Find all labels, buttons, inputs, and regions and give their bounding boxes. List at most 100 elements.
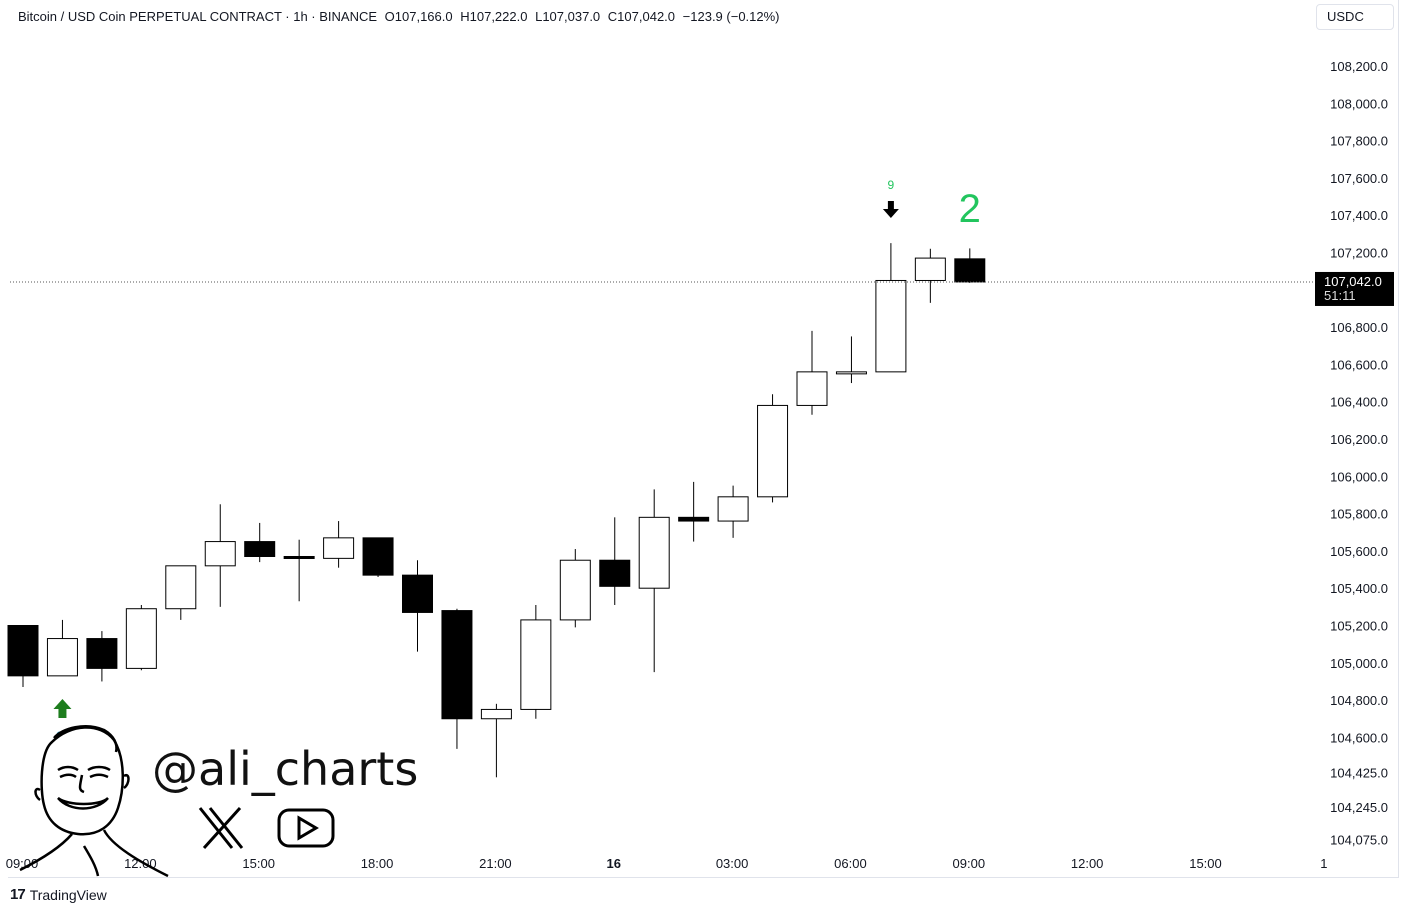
y-tick-label: 104,600.0	[1330, 730, 1388, 745]
candle-body	[362, 537, 394, 576]
x-tick-label: 09:00	[953, 856, 986, 871]
y-tick-label: 108,200.0	[1330, 59, 1388, 74]
candle[interactable]	[717, 485, 749, 538]
candle[interactable]	[204, 504, 236, 607]
y-tick-label: 104,245.0	[1330, 800, 1388, 815]
y-tick-label: 105,600.0	[1330, 544, 1388, 559]
candle-body	[323, 537, 355, 559]
candle[interactable]	[678, 481, 710, 542]
x-tick-label: 15:00	[242, 856, 275, 871]
ohlc-close: C107,042.0	[607, 9, 676, 24]
current-price-badge: 107,042.051:11	[1315, 271, 1394, 306]
candle[interactable]	[362, 537, 394, 578]
chart-frame[interactable]	[8, 0, 1399, 878]
y-tick-label: 104,075.0	[1330, 833, 1388, 848]
candle-body	[125, 608, 157, 669]
price-change: −123.9 (−0.12%)	[682, 9, 780, 24]
avatar-sketch-icon	[19, 725, 169, 878]
candle-body	[204, 541, 236, 567]
candle[interactable]	[559, 549, 591, 628]
y-tick-label: 105,800.0	[1330, 507, 1388, 522]
candle[interactable]	[796, 330, 828, 415]
candle-body	[7, 625, 39, 677]
tradingview-logo-icon: 17	[10, 886, 26, 903]
setup-count-large: 2	[959, 187, 981, 231]
candle-body	[599, 559, 631, 587]
y-tick-label: 104,425.0	[1330, 766, 1388, 781]
candle-body	[46, 638, 78, 677]
candle[interactable]	[441, 608, 473, 749]
candle[interactable]	[520, 604, 552, 719]
candle[interactable]	[323, 521, 355, 568]
price-badge-value: 107,042.0	[1324, 274, 1382, 289]
tradingview-brand: TradingView	[29, 886, 107, 903]
ohlc-high: H107,222.0	[460, 9, 528, 24]
candle[interactable]	[46, 619, 78, 677]
candle[interactable]	[638, 489, 670, 673]
x-tick-label: 12:00	[1071, 856, 1104, 871]
tradingview-footer[interactable]: 17 TradingView	[10, 886, 107, 903]
candle[interactable]	[757, 394, 789, 503]
y-tick-label: 107,600.0	[1330, 171, 1388, 186]
price-axis: 108,200.0 108,000.0 107,800.0 107,600.0 107,…	[1315, 59, 1394, 848]
x-tick-label: 21:00	[479, 856, 512, 871]
ohlc-open: O107,166.0	[384, 9, 453, 24]
youtube-logo-icon	[277, 808, 335, 848]
y-tick-label: 106,400.0	[1330, 395, 1388, 410]
candle-body	[954, 258, 986, 283]
y-tick-label: 107,200.0	[1330, 246, 1388, 261]
y-tick-label: 106,200.0	[1330, 432, 1388, 447]
candle[interactable]	[244, 522, 276, 563]
candle[interactable]	[283, 539, 315, 602]
candle[interactable]	[7, 625, 39, 688]
candle-body	[165, 565, 197, 610]
candle[interactable]	[599, 517, 631, 605]
x-tick-label: 15:00	[1189, 856, 1222, 871]
y-tick-label: 108,000.0	[1330, 96, 1388, 111]
currency-selector[interactable]: USDC	[1316, 4, 1394, 30]
candle-body	[402, 574, 433, 613]
x-logo-icon	[198, 806, 244, 850]
candle[interactable]	[875, 243, 907, 373]
price-badge-bg	[1315, 271, 1394, 306]
time-axis: 09:00 12:00 15:00 18:00 21:00 16 03:00 06:00 09:…	[6, 856, 1328, 871]
candle-body	[796, 371, 828, 406]
candle-body	[283, 555, 315, 559]
candle-body	[244, 541, 276, 557]
x-tick-label: 1	[1320, 856, 1327, 871]
candle-body	[559, 559, 591, 621]
candle[interactable]	[86, 631, 118, 682]
y-tick-label: 106,000.0	[1330, 469, 1388, 484]
candle-body	[835, 371, 867, 375]
candle[interactable]	[954, 248, 986, 283]
price-badge-countdown: 51:11	[1324, 288, 1356, 303]
x-tick-label: 09:00	[6, 856, 39, 871]
candle-body	[441, 610, 473, 720]
candle-body	[875, 279, 907, 373]
candle[interactable]	[480, 703, 512, 778]
x-tick-label: 03:00	[716, 856, 749, 871]
x-tick-label: 16	[607, 856, 621, 871]
x-tick-label: 12:00	[124, 856, 157, 871]
ohlc-low: L107,037.0	[535, 9, 601, 24]
y-tick-label: 107,400.0	[1330, 208, 1388, 223]
y-tick-label: 106,800.0	[1330, 320, 1388, 335]
x-tick-label: 06:00	[834, 856, 867, 871]
candle[interactable]	[125, 604, 157, 671]
y-tick-label: 105,400.0	[1330, 581, 1388, 596]
symbol-header: Bitcoin / USD Coin PERPETUAL CONTRACT · …	[18, 9, 784, 24]
x-tick-label: 18:00	[361, 856, 394, 871]
y-tick-label: 105,200.0	[1330, 619, 1388, 634]
candle[interactable]	[914, 248, 946, 303]
y-tick-label: 104,800.0	[1330, 693, 1388, 708]
candle-body	[914, 257, 946, 281]
sell-arrow-icon	[882, 201, 899, 218]
candles-layer	[7, 243, 986, 778]
candle[interactable]	[835, 336, 867, 384]
candle-body	[638, 516, 670, 589]
candle[interactable]	[165, 565, 197, 620]
candle-body	[480, 708, 512, 720]
candle[interactable]	[402, 560, 433, 652]
